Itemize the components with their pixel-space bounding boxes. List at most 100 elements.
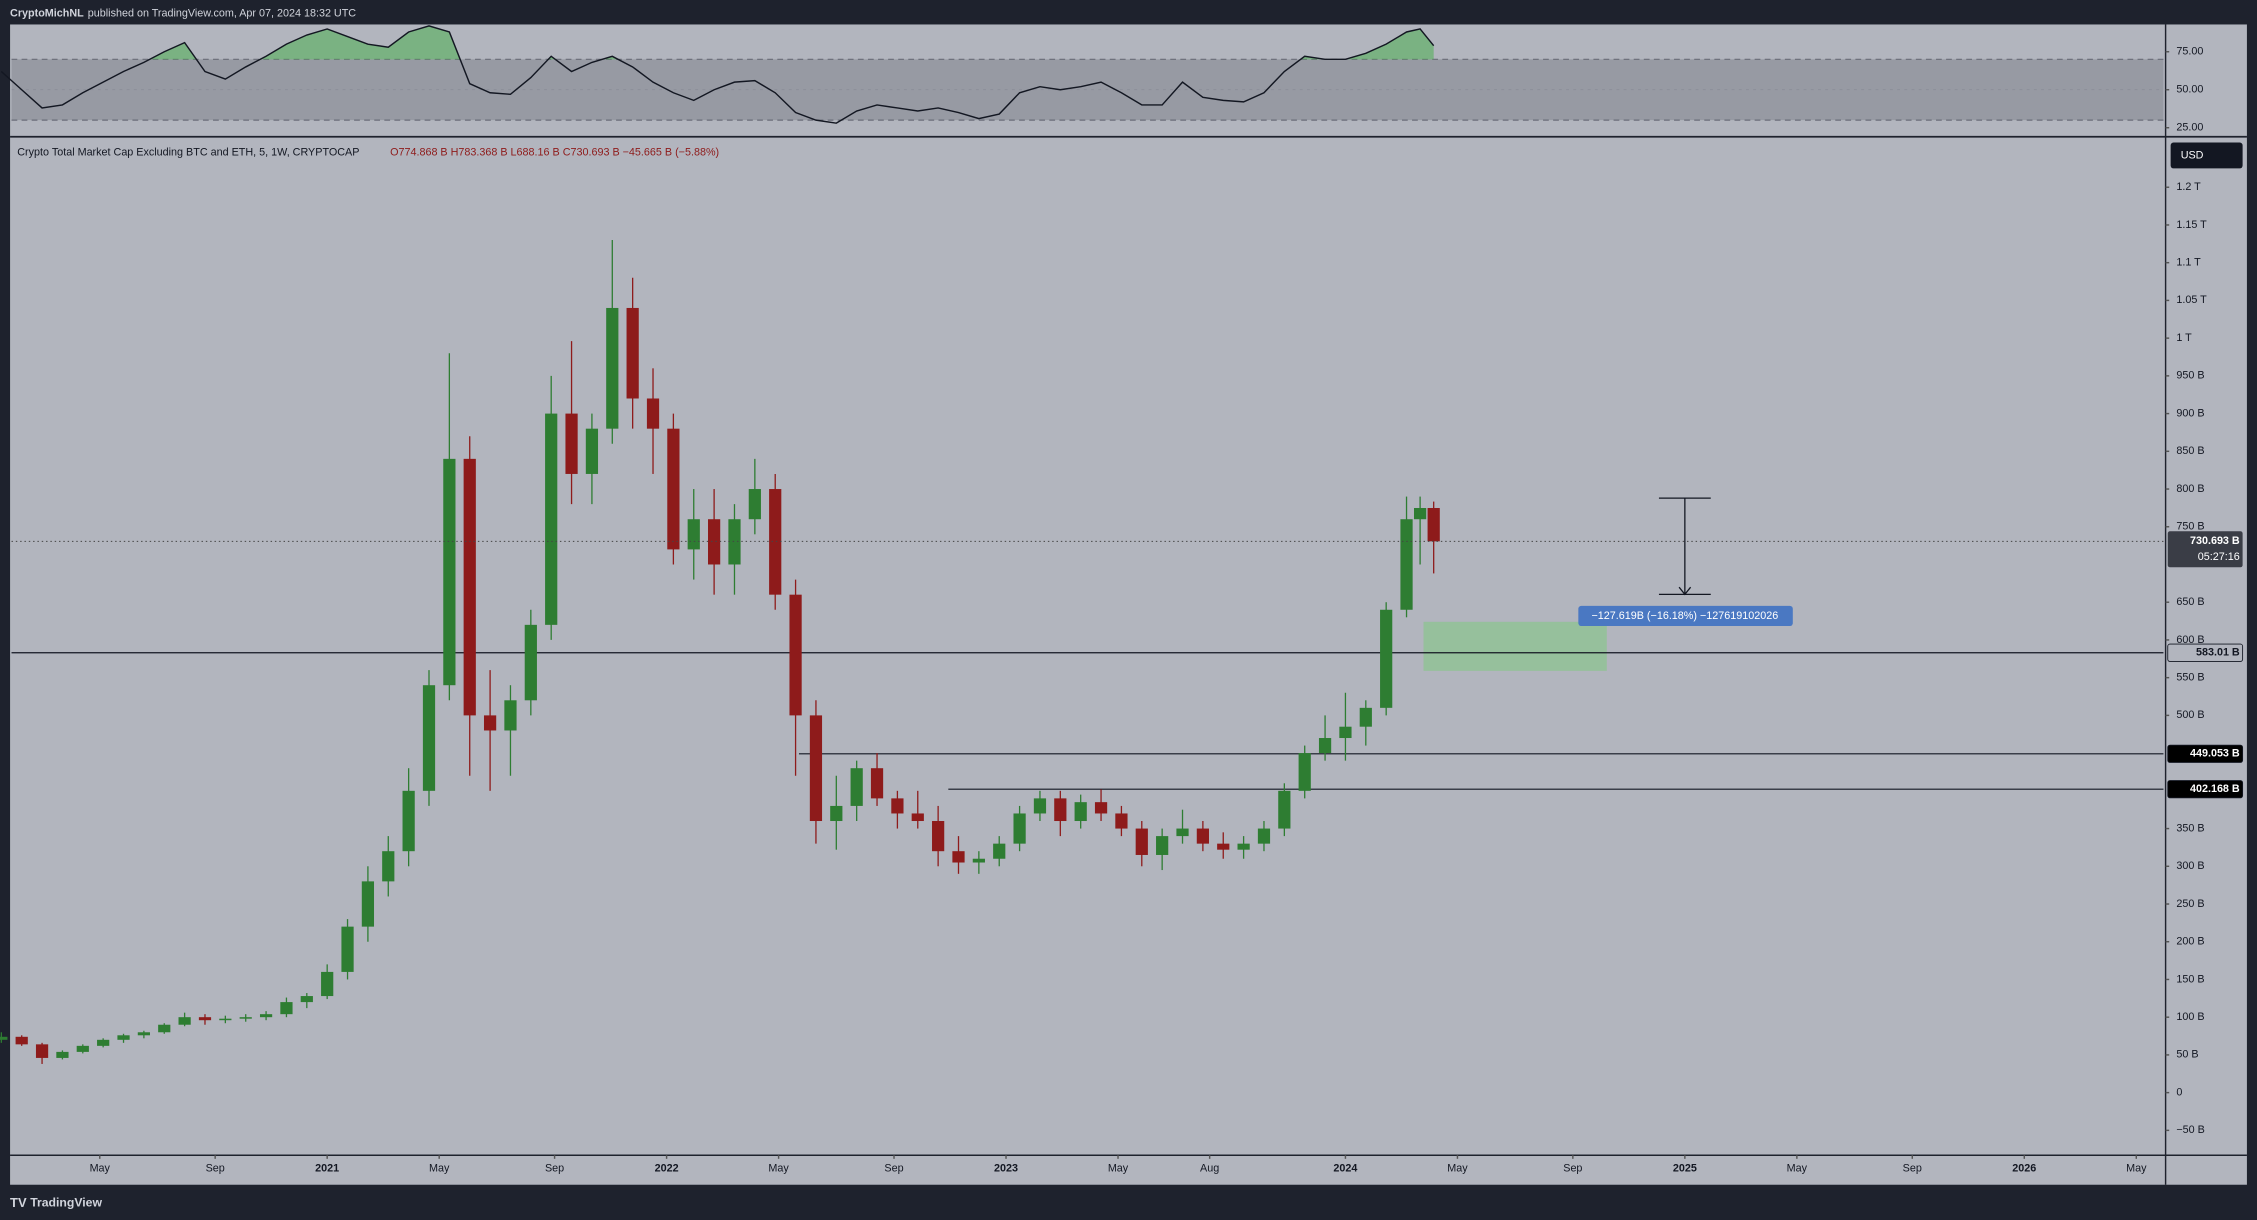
candle-body bbox=[117, 1035, 130, 1040]
y-tick-label: 900 B bbox=[2176, 407, 2204, 419]
y-tick-label: 500 B bbox=[2176, 709, 2204, 721]
candle-body bbox=[1196, 828, 1209, 844]
currency-box[interactable] bbox=[2170, 142, 2243, 169]
brand-logo: TV bbox=[10, 1195, 27, 1210]
x-tick-label: May bbox=[1787, 1163, 1808, 1175]
candle-body bbox=[1413, 507, 1427, 520]
x-tick-label: 2024 bbox=[1333, 1163, 1357, 1175]
candle-body bbox=[15, 1036, 28, 1045]
level-label: 449.053 B bbox=[2190, 748, 2240, 760]
candle-body bbox=[178, 1017, 191, 1025]
candle-body bbox=[219, 1018, 232, 1021]
candle-body bbox=[1400, 519, 1413, 610]
candle-body bbox=[402, 790, 415, 852]
y-tick-label: 100 B bbox=[2176, 1011, 2204, 1023]
y-tick-label: 0 bbox=[2176, 1086, 2182, 1098]
y-tick-label: 1 T bbox=[2176, 332, 2192, 344]
x-tick-label: Sep bbox=[206, 1163, 225, 1175]
candle-body bbox=[1176, 828, 1189, 837]
candle-body bbox=[972, 858, 985, 863]
x-tick-label: Sep bbox=[545, 1163, 564, 1175]
candle-body bbox=[606, 307, 619, 429]
y-tick-label: 1.05 T bbox=[2176, 294, 2207, 306]
candle-body bbox=[56, 1051, 69, 1058]
candle-body bbox=[667, 428, 680, 550]
y-tick-label: 200 B bbox=[2176, 936, 2204, 948]
x-tick-label: 2023 bbox=[994, 1163, 1018, 1175]
x-tick-label: Sep bbox=[1563, 1163, 1582, 1175]
author: CryptoMichNL bbox=[10, 8, 84, 20]
candle-body bbox=[565, 413, 578, 474]
legend-title: Crypto Total Market Cap Excluding BTC an… bbox=[17, 146, 359, 158]
x-tick-label: May bbox=[1447, 1163, 1468, 1175]
candle-body bbox=[504, 700, 517, 731]
candle-body bbox=[687, 519, 700, 550]
last-price-label: 730.693 B bbox=[2190, 535, 2240, 547]
x-tick-label: May bbox=[1108, 1163, 1129, 1175]
candle-body bbox=[239, 1017, 252, 1019]
candle-body bbox=[0, 1036, 8, 1040]
candle-body bbox=[870, 768, 884, 799]
y-tick-label: −50 B bbox=[2176, 1124, 2204, 1136]
rsi-line bbox=[0, 25, 1435, 124]
candle-body bbox=[1278, 790, 1291, 829]
y-tick-label: 25.00 bbox=[2176, 122, 2203, 134]
candle-body bbox=[708, 519, 721, 565]
y-tick-label: 650 B bbox=[2176, 596, 2204, 608]
candle-body bbox=[1380, 609, 1393, 708]
x-tick-label: Sep bbox=[884, 1163, 903, 1175]
candle-body bbox=[748, 489, 761, 520]
candle-body bbox=[952, 851, 965, 863]
currency[interactable]: USD bbox=[2181, 149, 2204, 161]
candle-body bbox=[259, 1014, 273, 1018]
candle-body bbox=[76, 1045, 89, 1052]
series-layer: 75.00 50.00 25.00 1.2 T 1.15 T 1.1 T 1.05 T 1 T… bbox=[0, 25, 2244, 1175]
y-tick-label: 550 B bbox=[2176, 672, 2204, 684]
measure-arrow bbox=[1678, 586, 1692, 596]
x-tick-label: 2022 bbox=[655, 1163, 679, 1175]
level-label-box bbox=[2167, 780, 2244, 799]
candle-body bbox=[280, 1002, 293, 1015]
level-label: 583.01 B bbox=[2196, 647, 2240, 659]
countdown: 05:27:16 bbox=[2198, 551, 2240, 563]
y-tick-label: 800 B bbox=[2176, 483, 2204, 495]
candle-body bbox=[1135, 828, 1148, 855]
measure-label-box bbox=[1578, 605, 1793, 627]
candle-body bbox=[1054, 798, 1067, 822]
level-label-box bbox=[2167, 744, 2244, 763]
candle-body bbox=[35, 1044, 49, 1058]
y-tick-label: 600 B bbox=[2176, 634, 2204, 646]
candle-body bbox=[911, 813, 924, 822]
candle-body bbox=[422, 685, 436, 791]
level-label-box bbox=[2167, 643, 2244, 662]
candle-body bbox=[1013, 813, 1026, 844]
candle-body bbox=[483, 715, 497, 731]
candle-body bbox=[993, 843, 1006, 859]
candle-body bbox=[1298, 753, 1311, 791]
x-tick-label: 2026 bbox=[2012, 1163, 2036, 1175]
y-tick-label: 50.00 bbox=[2176, 84, 2203, 96]
candle-body bbox=[1217, 843, 1230, 850]
candle-body bbox=[361, 881, 375, 927]
candle-body bbox=[1237, 843, 1250, 850]
brand: TradingView bbox=[30, 1196, 102, 1210]
x-tick-label: May bbox=[768, 1163, 789, 1175]
publish-info: published on TradingView.com, Apr 07, 20… bbox=[88, 8, 357, 20]
y-tick-label: 50 B bbox=[2176, 1049, 2198, 1061]
candle-body bbox=[585, 428, 599, 474]
y-tick-label: 950 B bbox=[2176, 370, 2204, 382]
y-tick-label: 750 B bbox=[2176, 521, 2204, 533]
candle-body bbox=[300, 996, 313, 1003]
target-zone bbox=[1423, 621, 1607, 671]
candle-body bbox=[97, 1039, 110, 1046]
x-tick-label: May bbox=[90, 1163, 111, 1175]
candle-body bbox=[728, 519, 741, 565]
x-tick-label: 2021 bbox=[315, 1163, 339, 1175]
candle-body bbox=[443, 458, 456, 686]
candle-body bbox=[1257, 828, 1271, 844]
candle-body bbox=[850, 768, 863, 806]
candle-body bbox=[198, 1017, 212, 1021]
y-tick-label: 350 B bbox=[2176, 822, 2204, 834]
candle-body bbox=[830, 805, 843, 822]
